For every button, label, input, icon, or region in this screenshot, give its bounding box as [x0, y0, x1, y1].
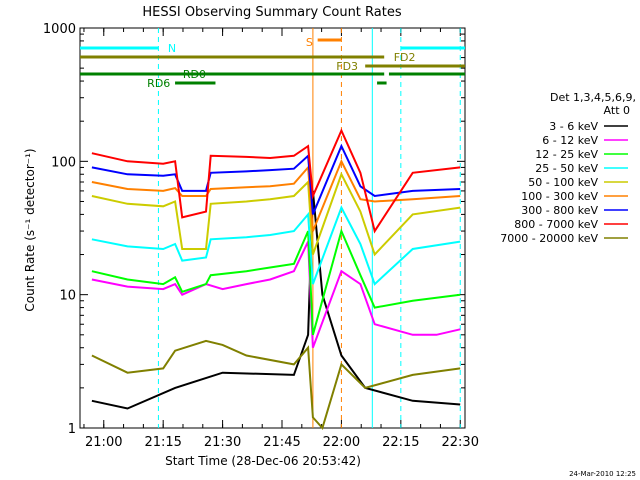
- x-tick-label: 21:15: [144, 435, 181, 450]
- legend-label: 7000 - 20000 keV: [500, 232, 598, 245]
- legend-label: 800 - 7000 keV: [514, 218, 598, 231]
- state-bar-label: FD2: [394, 51, 416, 64]
- x-axis-label: Start Time (28-Dec-06 20:53:42): [165, 454, 361, 468]
- legend-label: 300 - 800 keV: [521, 204, 598, 217]
- legend-header-line-2: Att 0: [604, 104, 630, 117]
- series-line: [91, 128, 461, 234]
- legend-header-line-1: Det 1,3,4,5,6,9,: [550, 91, 636, 104]
- x-tick-label: 22:00: [323, 435, 360, 450]
- y-tick-label: 100: [51, 155, 76, 170]
- plot-area: 1 10 100 1000 21:00 21:15 21:30 21:45 22:00 22:15…: [43, 22, 479, 450]
- legend-label: 12 - 25 keV: [535, 148, 598, 161]
- x-tick-label: 21:45: [263, 435, 300, 450]
- series-line: [91, 158, 461, 232]
- footer-date: 24-Mar-2010 12:25: [569, 470, 636, 478]
- chart-title: HESSI Observing Summary Count Rates: [142, 5, 401, 20]
- series-line: [91, 228, 461, 336]
- y-axis-label: Count Rate (s⁻¹ detector⁻¹): [23, 148, 37, 311]
- series-line: [91, 205, 461, 286]
- y-tick-label: 10: [59, 289, 76, 304]
- state-bar-label: FD3: [336, 60, 358, 73]
- x-tick-label: 22:30: [442, 435, 479, 450]
- series-line: [91, 241, 461, 349]
- legend-label: 50 - 100 keV: [528, 176, 598, 189]
- state-bar-label: RD0: [183, 68, 206, 81]
- series-line: [91, 339, 461, 430]
- legend-label: 25 - 50 keV: [535, 162, 598, 175]
- y-tick-label: 1000: [43, 22, 76, 37]
- x-tick-label: 21:00: [85, 435, 122, 450]
- state-bar-label: RD6: [147, 77, 170, 90]
- series-line: [91, 171, 461, 257]
- legend-label: 3 - 6 keV: [549, 120, 598, 133]
- x-tick-label: 22:15: [382, 435, 419, 450]
- plot-frame: [79, 27, 466, 429]
- legend-label: 100 - 300 keV: [521, 190, 598, 203]
- state-bar-label: N: [168, 42, 176, 55]
- x-tick-label: 21:30: [204, 435, 241, 450]
- state-bar-label: S: [306, 36, 313, 49]
- y-tick-label: 1: [68, 422, 76, 437]
- legend-label: 6 - 12 keV: [542, 134, 598, 147]
